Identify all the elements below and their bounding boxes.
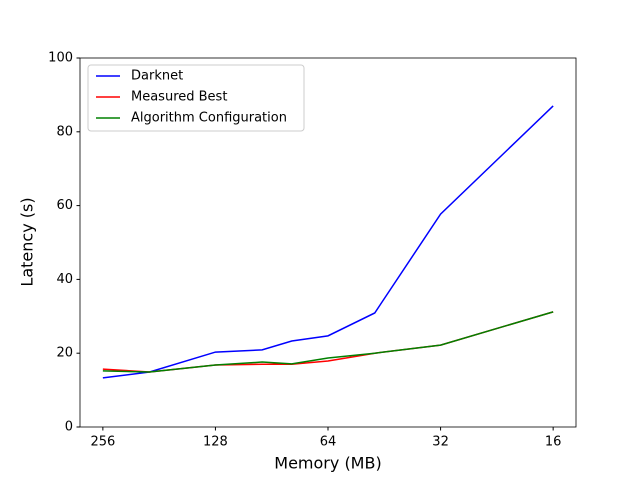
x-tick-label: 16: [545, 435, 562, 450]
y-axis-label: Latency (s): [18, 197, 37, 286]
x-tick-label: 64: [320, 435, 337, 450]
series-line: [102, 105, 554, 379]
x-tick-label: 128: [203, 435, 228, 450]
y-tick-label: 100: [48, 51, 73, 66]
legend-label: Measured Best: [131, 90, 227, 105]
legend-label: Algorithm Configuration: [131, 111, 287, 126]
x-tick-label: 256: [90, 435, 115, 450]
y-tick-label: 20: [56, 346, 73, 361]
y-tick-label: 40: [56, 272, 73, 287]
legend-box: [87, 64, 305, 132]
y-tick-label: 60: [56, 198, 73, 213]
legend-label: Darknet: [131, 69, 183, 84]
x-axis-label: Memory (MB): [274, 454, 381, 473]
x-tick-label: 32: [432, 435, 449, 450]
y-tick-label: 80: [56, 124, 73, 139]
plot-frame: [79, 57, 577, 428]
y-tick-label: 0: [65, 420, 73, 435]
series-line: [102, 311, 554, 373]
